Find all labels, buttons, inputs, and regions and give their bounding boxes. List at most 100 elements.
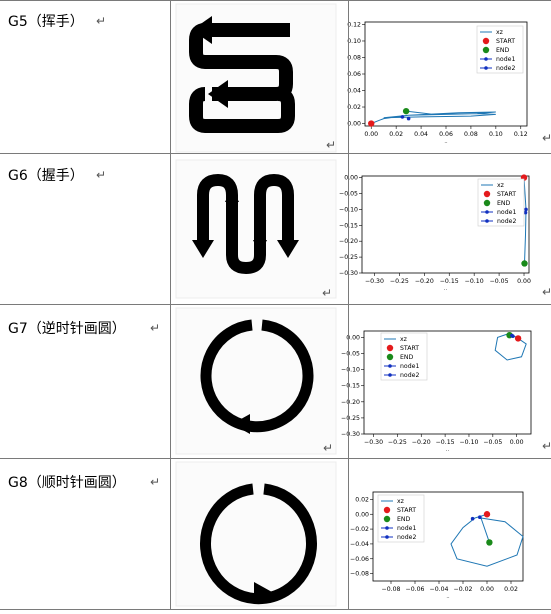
x-tick-label: −0.15 [436, 439, 455, 446]
y-tick-label: −0.08 [350, 571, 369, 578]
arrow-down-right-icon [277, 240, 299, 258]
y-tick-label: −0.15 [341, 383, 360, 390]
trajectory-chart-g8: −0.08 −0.06 −0.04 −0.02 0.00 0.02 0.02 0.00 −0.0… [350, 491, 524, 600]
x-axis-label: .. [444, 139, 448, 145]
arrow-down-left-icon [192, 240, 214, 258]
legend-label: END [497, 200, 511, 207]
x-tick-label: −0.30 [365, 278, 384, 285]
legend-swatch-marker [482, 46, 490, 54]
y-tick-label: −0.02 [350, 526, 369, 533]
x-tick-label: 0.00 [364, 131, 378, 138]
node1-marker [400, 115, 405, 119]
legend-swatch-dot [485, 210, 489, 214]
x-tick-label: 0.02 [504, 586, 518, 593]
return-mark: ↵ [326, 138, 336, 152]
legend-swatch-marker [383, 506, 391, 514]
row-label-g5: G5（挥手） [8, 14, 84, 30]
node2-marker [511, 334, 515, 338]
y-tick-label: 0.02 [347, 104, 361, 111]
x-axis-label: .. [444, 286, 448, 292]
legend-swatch-dot [388, 373, 392, 377]
y-tick-label: 0.00 [355, 511, 369, 518]
y-tick-label: −0.10 [341, 367, 360, 374]
x-tick-label: −0.08 [382, 586, 401, 593]
return-mark: ↵ [150, 321, 160, 335]
end-marker [486, 539, 493, 546]
x-tick-label: 0.06 [439, 131, 453, 138]
x-tick-label: 0.10 [489, 131, 503, 138]
legend-label: END [400, 354, 414, 361]
legend-swatch-marker [482, 37, 490, 45]
x-tick-label: −0.02 [454, 586, 473, 593]
start-marker [368, 120, 375, 127]
y-tick-label: −0.20 [341, 399, 360, 406]
gesture-image-g7 [175, 307, 337, 455]
gesture-image-g5 [175, 3, 337, 153]
legend-label: START [397, 507, 416, 514]
y-tick-label: −0.05 [341, 351, 360, 358]
legend-label: xz [400, 336, 407, 343]
trajectory-chart-g7: −0.30 −0.25 −0.20 −0.15 −0.10 −0.05 0.00 0.00 −0… [341, 330, 532, 453]
y-tick-label: 0.00 [347, 121, 361, 128]
node1-marker [524, 207, 528, 212]
shake-path [197, 173, 294, 275]
legend-swatch-marker [483, 199, 491, 207]
x-tick-label: −0.20 [415, 278, 434, 285]
legend-swatch-marker [383, 515, 391, 523]
y-tick-label: −0.30 [341, 431, 360, 438]
return-mark: ↵ [542, 439, 551, 453]
xz-series-line [450, 513, 524, 567]
legend-swatch-dot [484, 66, 488, 70]
x-tick-label: −0.10 [465, 278, 484, 285]
x-tick-label: 0.00 [480, 586, 494, 593]
x-tick-label: −0.10 [459, 439, 478, 446]
legend-label: START [400, 345, 419, 352]
y-tick-label: 0.06 [347, 71, 361, 78]
x-tick-label: −0.15 [440, 278, 459, 285]
legend-swatch-marker [483, 190, 491, 198]
return-mark: ↵ [542, 285, 551, 299]
x-tick-label: 0.04 [414, 131, 428, 138]
return-mark: ↵ [96, 168, 106, 182]
legend-swatch-marker [386, 344, 394, 352]
legend-swatch-dot [484, 57, 488, 61]
return-mark: ↵ [322, 286, 332, 300]
legend-label: START [497, 191, 516, 198]
arrow-ccw-icon [232, 414, 250, 434]
arrow-up-mid-icon [225, 188, 239, 202]
arrow-head-lower-icon [208, 80, 228, 108]
return-mark: ↵ [323, 441, 333, 455]
y-tick-label: 0.00 [344, 175, 358, 182]
node2-marker [478, 515, 482, 520]
return-marks: ↵ ↵ ↵ ↵ ↵ ↵ ↵ ↵ ↵ ↵ [96, 14, 551, 489]
row-label-g6: G6（握手） [8, 168, 84, 184]
wave-path-lower [189, 87, 295, 133]
y-tick-label: 0.00 [346, 334, 360, 341]
x-tick-label: 0.12 [514, 131, 528, 138]
x-tick-label: −0.25 [388, 439, 407, 446]
legend-swatch-dot [385, 526, 389, 530]
legend-label: node1 [497, 209, 516, 216]
x-tick-label: 0.02 [389, 131, 403, 138]
legend-label: node2 [497, 218, 516, 225]
legend-label: xz [497, 182, 504, 189]
return-mark: ↵ [542, 131, 551, 145]
arrow-down-mid-icon [253, 240, 267, 254]
legend-label: START [496, 38, 515, 45]
x-tick-label: 0.00 [517, 278, 531, 285]
y-tick-label: 0.12 [347, 21, 361, 28]
legend-label: node2 [400, 372, 419, 379]
legend-swatch-dot [388, 364, 392, 368]
x-tick-label: −0.04 [430, 586, 449, 593]
return-mark: ↵ [150, 475, 160, 489]
node2-marker [523, 210, 528, 215]
x-tick-label: −0.06 [406, 586, 425, 593]
legend-label: node1 [397, 525, 416, 532]
y-tick-label: 0.02 [355, 496, 369, 503]
legend-label: node2 [496, 65, 515, 72]
x-tick-label: −0.30 [364, 439, 383, 446]
legend-label: node2 [397, 534, 416, 541]
legend-swatch-marker [386, 353, 394, 361]
